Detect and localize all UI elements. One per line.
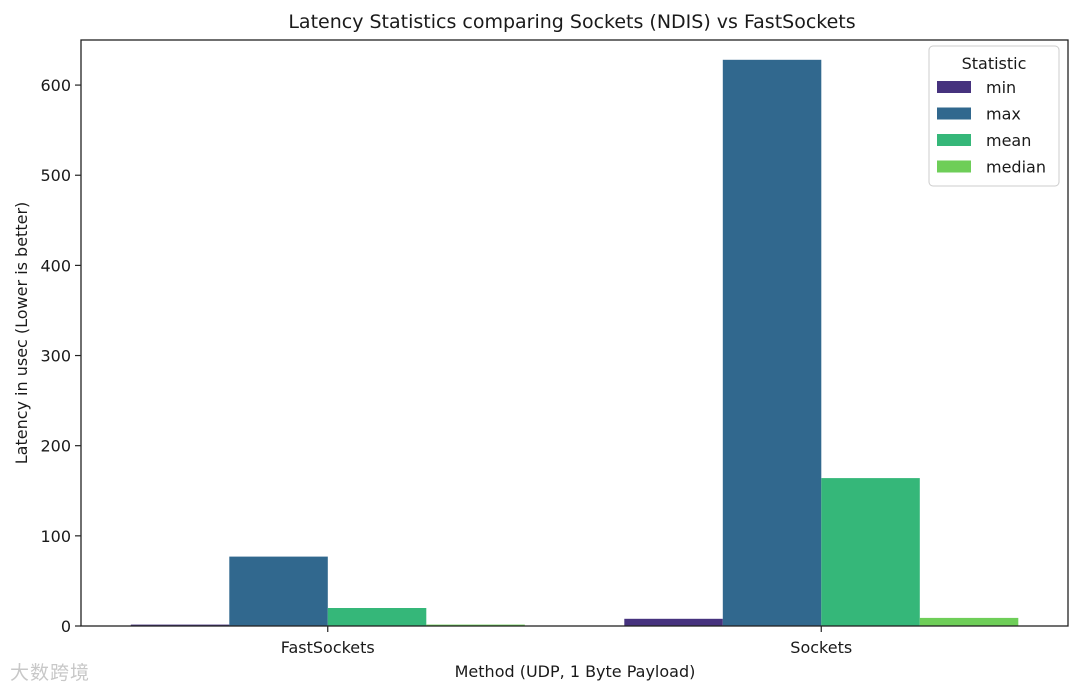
y-axis-label: Latency in usec (Lower is better) [12, 202, 31, 465]
bar-median-sockets [919, 617, 1019, 626]
bar-mean-sockets [821, 478, 920, 626]
x-tick-label: Sockets [790, 638, 852, 657]
chart-title: Latency Statistics comparing Sockets (ND… [288, 11, 855, 33]
legend-label-mean: mean [986, 131, 1031, 150]
legend-swatch-median [937, 160, 971, 173]
bar-min-fastsockets [130, 624, 230, 627]
x-axis-label: Method (UDP, 1 Byte Payload) [455, 662, 696, 681]
legend: Statistic min max mean median [928, 45, 1060, 187]
bar-mean-fastsockets [327, 608, 427, 626]
legend-label-min: min [986, 78, 1016, 97]
bar-max-sockets [722, 59, 822, 627]
bars-group [130, 59, 1019, 627]
legend-label-median: median [986, 158, 1046, 177]
bar-median-fastsockets [426, 624, 525, 627]
x-tick-label: FastSockets [281, 638, 375, 657]
y-tick-label: 0 [61, 617, 71, 636]
y-axis: 0 100 200 300 400 500 600 [40, 76, 81, 636]
y-tick-label: 300 [40, 347, 71, 366]
plot-frame [80, 39, 1069, 627]
legend-swatch-max [937, 107, 971, 120]
x-axis: FastSockets Sockets [281, 626, 852, 657]
y-tick-label: 500 [40, 166, 71, 185]
y-tick-label: 600 [40, 76, 71, 95]
y-tick-label: 400 [40, 256, 71, 275]
y-tick-label: 100 [40, 527, 71, 546]
legend-swatch-min [937, 81, 971, 93]
legend-swatch-mean [937, 134, 971, 146]
bar-min-sockets [624, 618, 723, 626]
watermark-text: 大数跨境 [10, 662, 91, 684]
legend-title: Statistic [962, 54, 1027, 73]
bar-max-fastsockets [229, 556, 328, 626]
legend-label-max: max [986, 105, 1021, 124]
y-tick-label: 200 [40, 437, 71, 456]
